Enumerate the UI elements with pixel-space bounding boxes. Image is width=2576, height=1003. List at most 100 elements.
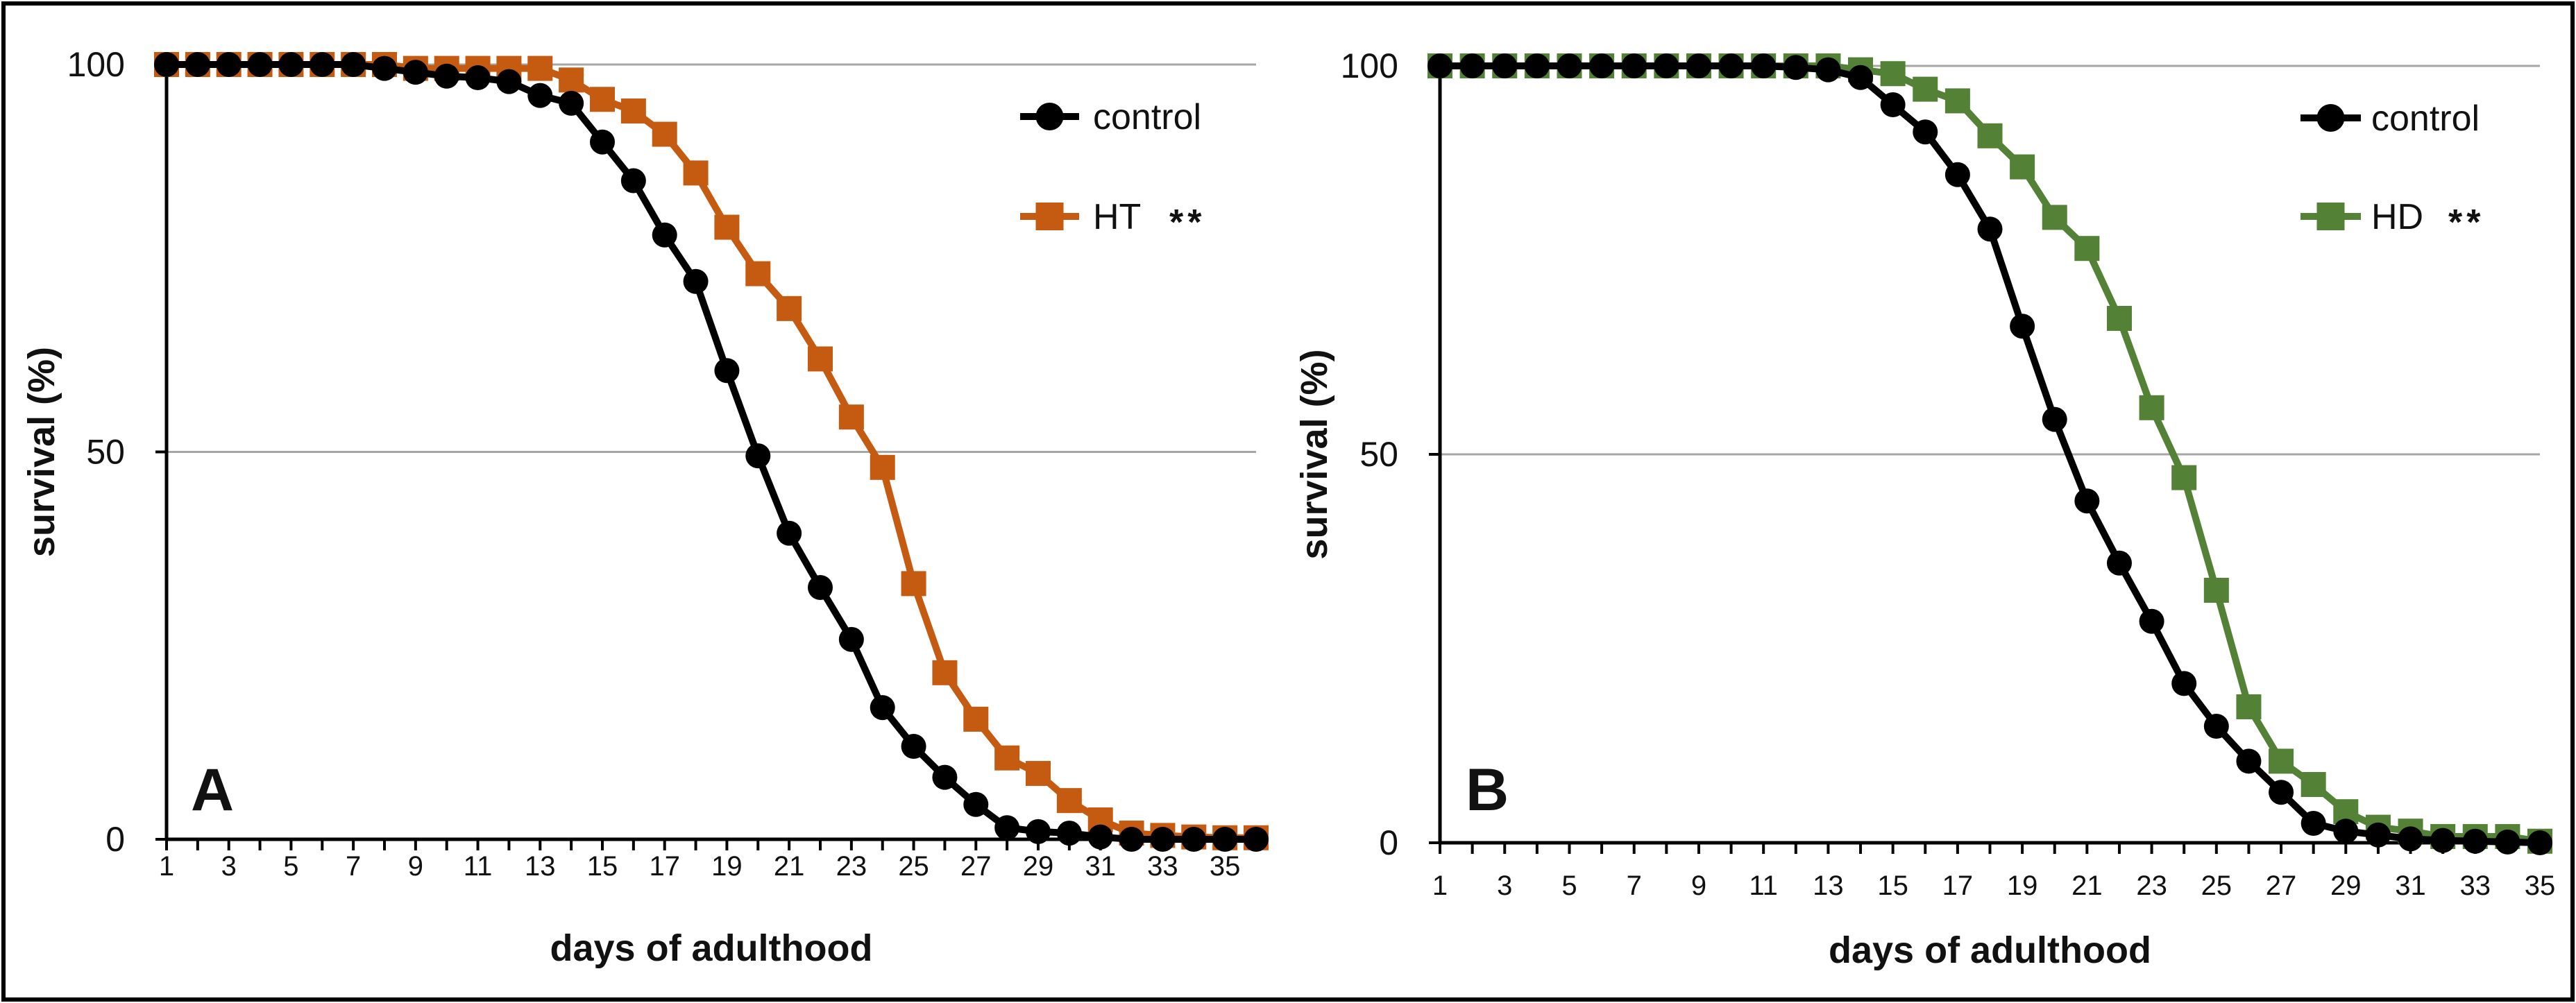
x-tick-label: 9 <box>408 851 423 882</box>
data-point-control <box>1056 821 1082 846</box>
data-point-control <box>1686 53 1711 78</box>
data-point-control <box>372 55 397 81</box>
data-point-hd <box>2139 395 2164 420</box>
x-tick-label: 15 <box>1877 871 1908 901</box>
legend-entry-control: control <box>2300 98 2480 139</box>
data-point-ht <box>1026 761 1051 787</box>
data-point-control <box>2042 406 2067 432</box>
data-point-control <box>590 129 615 155</box>
data-point-control <box>2527 830 2552 855</box>
data-point-hd <box>2106 306 2132 331</box>
data-point-control <box>2430 828 2456 853</box>
data-point-control <box>465 65 491 90</box>
x-tick-label: 13 <box>525 851 556 882</box>
data-point-control <box>154 52 179 77</box>
data-point-control <box>1026 818 1051 844</box>
legend-marker <box>1035 103 1064 130</box>
data-point-control <box>1492 53 1518 78</box>
data-point-control <box>1718 53 1744 78</box>
x-tick-label: 33 <box>2460 871 2491 901</box>
data-point-ht <box>745 261 771 286</box>
x-tick-label: 5 <box>283 851 298 882</box>
x-tick-label: 19 <box>2007 871 2038 901</box>
x-tick-label: 31 <box>2395 871 2426 901</box>
data-point-control <box>714 358 740 384</box>
data-point-hd <box>1880 61 1906 87</box>
x-tick-label: 9 <box>1691 871 1706 901</box>
data-point-control <box>1944 162 1970 187</box>
x-tick-label: 11 <box>464 851 493 882</box>
data-point-control <box>2203 714 2229 739</box>
data-point-control <box>2074 488 2100 514</box>
significance-stars: ** <box>2448 203 2484 243</box>
data-point-hd <box>1944 88 1970 114</box>
panel-a: 1 3 5 7 9 11 13 15 17 19 21 23 25 27 29 31 33 35050100day… <box>21 45 1269 969</box>
y-tick-label: 100 <box>67 45 125 84</box>
x-tick-label: 11 <box>1749 871 1778 901</box>
data-point-control <box>1244 827 1269 852</box>
data-point-control <box>2139 608 2164 634</box>
data-point-control <box>1751 53 1777 78</box>
data-point-control <box>808 574 833 600</box>
y-tick-label: 0 <box>105 820 125 859</box>
legend-marker <box>1035 203 1064 230</box>
data-point-control <box>1848 65 1874 90</box>
data-point-control <box>310 52 335 77</box>
data-point-ht <box>838 404 864 430</box>
panel-letter: B <box>1466 757 1509 823</box>
data-point-control <box>1459 53 1485 78</box>
data-point-control <box>1119 827 1144 852</box>
data-point-control <box>1880 92 1906 117</box>
x-tick-label: 27 <box>960 851 992 882</box>
data-point-control <box>2236 748 2262 774</box>
x-axis-title: days of adulthood <box>550 927 873 969</box>
x-tick-label: 17 <box>1942 871 1974 901</box>
data-point-control <box>185 52 210 77</box>
y-axis-title: survival (%) <box>21 347 62 557</box>
x-tick-label: 5 <box>1561 871 1577 901</box>
data-point-hd <box>1913 76 1938 102</box>
data-point-ht <box>683 160 709 186</box>
data-point-ht <box>527 55 553 81</box>
x-tick-label: 21 <box>2071 871 2103 901</box>
y-tick-label: 0 <box>1379 823 1398 862</box>
x-tick-label: 35 <box>2525 871 2556 901</box>
x-tick-label: 21 <box>774 851 805 882</box>
data-point-ht <box>652 121 677 147</box>
x-tick-label: 29 <box>1023 851 1054 882</box>
data-point-control <box>838 626 864 652</box>
data-point-ht <box>901 571 926 597</box>
x-tick-label: 15 <box>587 851 618 882</box>
x-tick-label: 23 <box>836 851 867 882</box>
x-tick-label: 33 <box>1147 851 1178 882</box>
legend-entry-ht: HT ** <box>1020 197 1205 243</box>
data-point-control <box>1557 53 1582 78</box>
data-point-control <box>683 268 709 294</box>
data-point-control <box>1150 827 1176 852</box>
x-axis-title: days of adulthood <box>1829 929 2151 971</box>
data-point-control <box>963 791 989 817</box>
significance-stars: ** <box>1169 203 1205 243</box>
x-tick-label: 17 <box>649 851 680 882</box>
data-point-control <box>341 52 366 77</box>
x-tick-label: 29 <box>2330 871 2362 901</box>
data-point-control <box>1427 53 1452 78</box>
data-point-ht <box>590 87 615 112</box>
data-point-ht <box>932 660 958 685</box>
data-point-control <box>1913 119 1938 145</box>
panel-letter: A <box>191 757 234 823</box>
data-point-hd <box>2269 748 2294 774</box>
x-tick-label: 25 <box>2201 871 2232 901</box>
x-tick-label: 23 <box>2136 871 2167 901</box>
x-tick-label: 13 <box>1813 871 1844 901</box>
x-tick-label: 1 <box>1432 871 1448 901</box>
data-point-ht <box>870 454 895 480</box>
data-point-hd <box>2236 694 2262 719</box>
data-point-control <box>994 815 1020 841</box>
x-tick-label: 27 <box>2266 871 2297 901</box>
x-tick-label: 7 <box>1627 871 1642 901</box>
data-point-control <box>1087 824 1113 850</box>
data-point-hd <box>2010 154 2035 180</box>
legend-entry-hd: HD ** <box>2300 197 2484 243</box>
data-point-control <box>2398 826 2423 852</box>
